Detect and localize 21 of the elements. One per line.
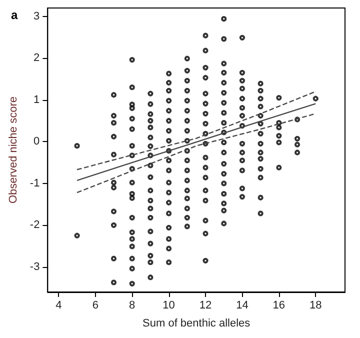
- y-axis-title: Observed niche score: [8, 96, 20, 204]
- x-tick-label: 12: [199, 300, 212, 312]
- line-series: [76, 90, 316, 170]
- x-tick-label: 10: [162, 300, 175, 312]
- y-tick-label: 0: [34, 136, 40, 148]
- x-tick-label: 8: [129, 300, 136, 312]
- y-tick-label: -2: [30, 219, 40, 232]
- x-tick-label: 16: [272, 300, 286, 312]
- y-tick-label: -3: [30, 260, 40, 273]
- line-series: [76, 113, 316, 194]
- x-tick-label: 4: [56, 300, 62, 312]
- y-tick-label: 2: [34, 52, 40, 64]
- x-tick-label: 6: [92, 300, 98, 312]
- y-tick-label: -1: [30, 177, 40, 190]
- y-tick-label: 3: [34, 10, 40, 22]
- y-tick-label: 1: [34, 94, 40, 106]
- x-axis-title: Sum of benthic alleles: [142, 318, 251, 330]
- x-tick-label: 14: [236, 300, 248, 312]
- chart-title: a: [11, 8, 18, 22]
- line-series: [76, 103, 316, 182]
- x-tick-label: 18: [310, 300, 322, 312]
